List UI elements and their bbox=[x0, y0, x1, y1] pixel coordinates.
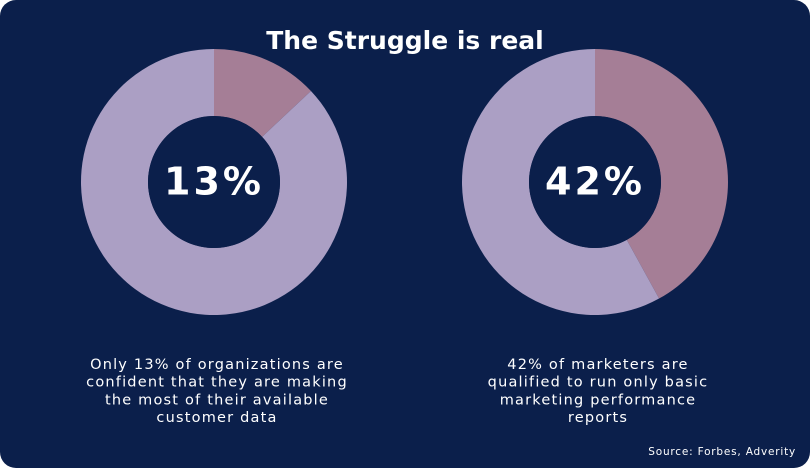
center-label: 42% bbox=[545, 160, 645, 204]
caption-line: reports bbox=[568, 410, 628, 426]
donut-segment bbox=[595, 49, 729, 299]
source: Source: Forbes, Adverity bbox=[648, 446, 796, 458]
donut-segment bbox=[462, 49, 660, 315]
caption-line: 42% of marketers are bbox=[507, 357, 688, 373]
caption-line: marketing performance bbox=[500, 392, 697, 408]
caption-line: Only 13% of organizations are bbox=[90, 357, 344, 373]
donut-segment bbox=[214, 49, 311, 137]
donut-segment bbox=[80, 49, 347, 316]
donut-hole bbox=[148, 116, 280, 248]
donut-hole bbox=[529, 116, 661, 248]
center-label: 13% bbox=[164, 160, 264, 204]
caption-line: the most of their available bbox=[105, 392, 329, 408]
caption-line: confident that they are making bbox=[86, 375, 348, 391]
title: The Struggle is real bbox=[266, 26, 544, 55]
caption-line: customer data bbox=[156, 410, 277, 426]
caption-line: qualified to run only basic bbox=[488, 375, 709, 391]
